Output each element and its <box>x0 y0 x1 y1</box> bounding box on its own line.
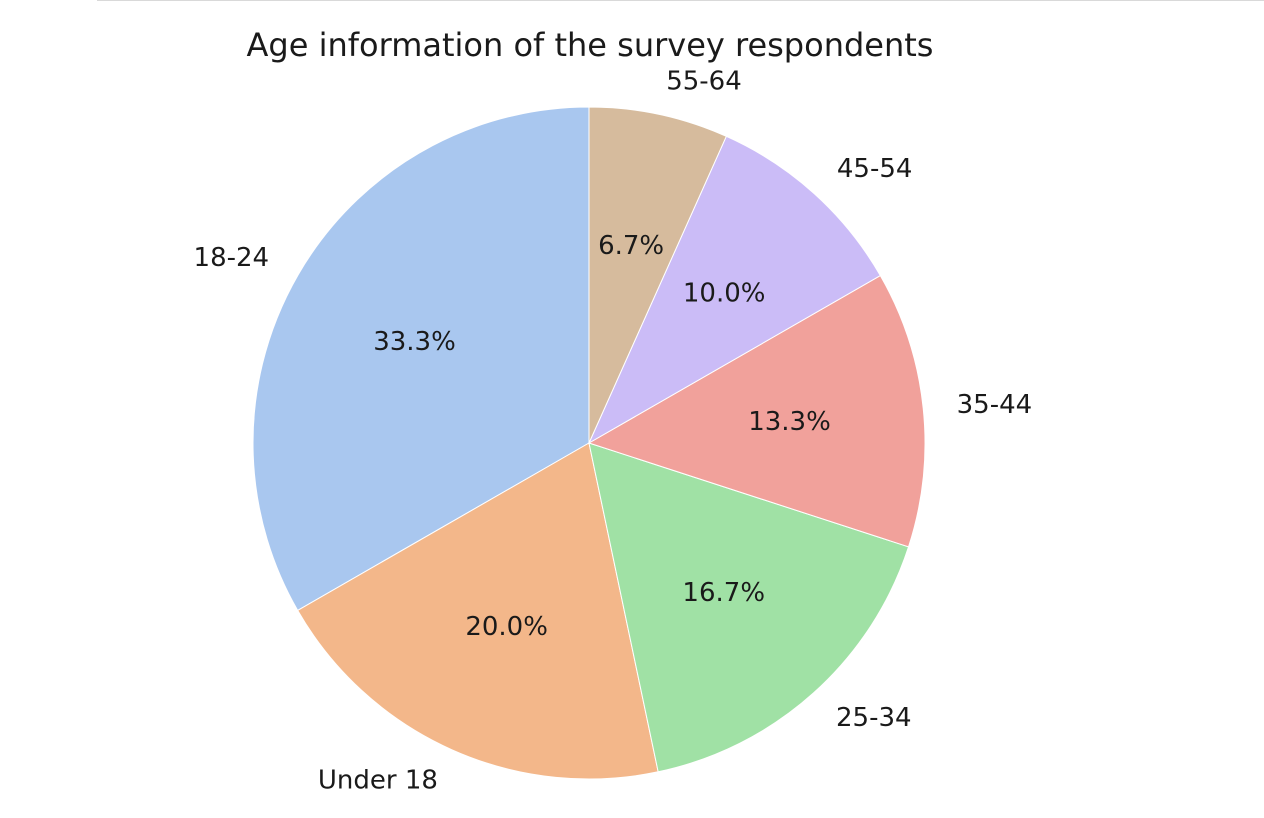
slice-label: 45-54 <box>837 154 913 184</box>
pct-label: 33.3% <box>373 327 456 357</box>
pct-label: 6.7% <box>598 231 664 261</box>
pct-label: 20.0% <box>465 612 548 642</box>
slice-label: 18-24 <box>194 243 270 273</box>
pie-labels: 33.3% 18-24 20.0% Under 18 16.7% 25-34 13.3% 35… <box>194 67 1033 796</box>
pct-label: 13.3% <box>748 407 831 437</box>
pct-label: 16.7% <box>682 578 765 608</box>
pie-slice-55-64 <box>588 106 727 444</box>
pct-label: 10.0% <box>683 278 766 308</box>
pie-slice-25-34 <box>588 442 910 773</box>
pie-slice-35-44 <box>587 274 926 548</box>
slice-label: Under 18 <box>318 765 438 795</box>
pie-slice-45-54 <box>587 135 882 445</box>
top-border <box>97 0 1264 1</box>
slice-label: 35-44 <box>957 390 1033 420</box>
pie-slice-18-24 <box>252 106 590 612</box>
slice-label: 55-64 <box>666 67 742 97</box>
pie-slice-under-18 <box>296 442 659 780</box>
pie-slices <box>252 106 926 780</box>
chart-title: Age information of the survey respondent… <box>246 26 934 64</box>
slice-label: 25-34 <box>836 703 912 733</box>
